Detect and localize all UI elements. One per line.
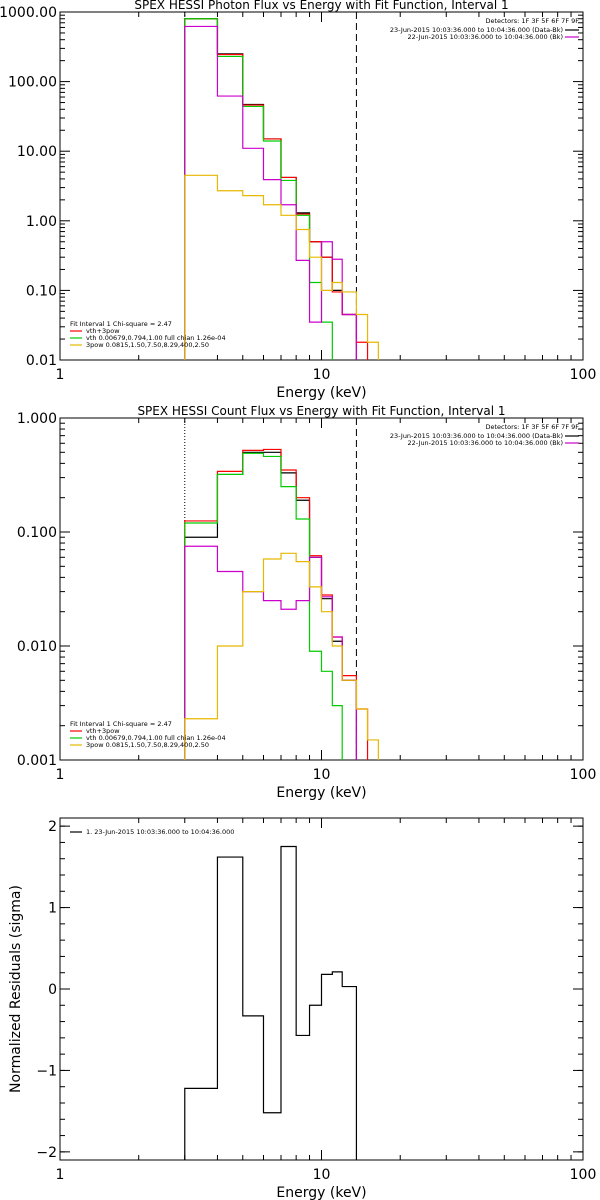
y-tick-label: 0.001 bbox=[17, 753, 57, 769]
y-tick-label: 0 bbox=[48, 982, 57, 998]
legend-entry-text: 1. 23-Jun-2015 10:03:36.000 to 10:04:36.… bbox=[86, 828, 234, 836]
chart-panel-2: SPEX HESSI Count Flux vs Energy with Fit… bbox=[17, 404, 596, 801]
y-tick-label: 1 bbox=[48, 901, 57, 917]
x-tick-label: 1 bbox=[56, 767, 65, 783]
series-line bbox=[184, 18, 369, 360]
y-tick-label: −1 bbox=[36, 1063, 57, 1079]
series-line bbox=[184, 845, 358, 1160]
legend-entry-text: 23-Jun-2015 10:03:36.000 to 10:04:36.000… bbox=[390, 432, 563, 440]
chart-title: SPEX HESSI Photon Flux vs Energy with Fi… bbox=[134, 0, 508, 12]
data-layer bbox=[184, 12, 379, 360]
y-tick-label: 0.010 bbox=[17, 639, 57, 655]
data-layer bbox=[184, 418, 379, 760]
chart-panel-1: SPEX HESSI Photon Flux vs Energy with Fi… bbox=[0, 0, 596, 401]
y-tick-label: 0.10 bbox=[26, 283, 57, 299]
legend-fit-header: Fit Interval 1 Chi-square = 2.47 bbox=[70, 320, 172, 328]
legend-entry-text: 3pow 0.0815,1.50,7.50,8.29,400,2.50 bbox=[86, 741, 209, 749]
x-tick-label: 10 bbox=[313, 767, 331, 783]
y-tick-label: 1000.00 bbox=[0, 5, 57, 21]
legend-entry-text: 3pow 0.0815,1.50,7.50,8.29,400,2.50 bbox=[86, 341, 209, 349]
series-line bbox=[184, 545, 358, 760]
x-axis-label: Energy (keV) bbox=[276, 1185, 366, 1200]
legend-entry-text: vth 0.00679,0.794,1.00 full chian 1.26e-… bbox=[86, 734, 226, 742]
y-tick-label: 1.00 bbox=[26, 214, 57, 230]
y-tick-label: 0.01 bbox=[26, 353, 57, 369]
y-tick-label: 2 bbox=[48, 819, 57, 835]
legend-entry-text: vth 0.00679,0.794,1.00 full chian 1.26e-… bbox=[86, 334, 226, 342]
y-axis-label: Normalized Residuals (sigma) bbox=[8, 885, 24, 1093]
series-line bbox=[184, 18, 333, 360]
y-tick-label: 100.00 bbox=[8, 75, 57, 91]
y-tick-label: 1.000 bbox=[17, 411, 57, 427]
x-tick-label: 100 bbox=[570, 367, 597, 383]
x-tick-label: 1 bbox=[56, 367, 65, 383]
series-line bbox=[184, 552, 379, 760]
legend-fit-header: Fit Interval 1 Chi-square = 2.47 bbox=[70, 720, 172, 728]
y-tick-label: 10.00 bbox=[17, 144, 57, 160]
series-line bbox=[184, 452, 343, 760]
x-tick-label: 1 bbox=[56, 1167, 65, 1183]
x-tick-label: 100 bbox=[570, 1167, 597, 1183]
y-tick-label: −2 bbox=[36, 1145, 57, 1161]
x-tick-label: 10 bbox=[313, 367, 331, 383]
legend-entry-text: vth+3pow bbox=[86, 327, 120, 335]
x-axis-label: Energy (keV) bbox=[276, 785, 366, 801]
legend-entry-text: vth+3pow bbox=[86, 727, 120, 735]
legend-detectors: Detectors: 1F 3F 5F 6F 7F 9F bbox=[485, 17, 579, 25]
series-line bbox=[184, 448, 369, 760]
legend-entry-text: 22-Jun-2015 10:03:36.000 to 10:04:36.000… bbox=[408, 33, 563, 41]
legend-detectors: Detectors: 1F 3F 5F 6F 7F 9F bbox=[485, 423, 579, 431]
x-tick-label: 10 bbox=[313, 1167, 331, 1183]
legend-entry-text: 22-Jun-2015 10:03:36.000 to 10:04:36.000… bbox=[408, 439, 563, 447]
series-line bbox=[184, 25, 358, 360]
y-tick-label: 0.100 bbox=[17, 525, 57, 541]
series-line bbox=[184, 174, 379, 360]
series-line bbox=[184, 451, 358, 760]
legend-entry-text: 23-Jun-2015 10:03:36.000 to 10:04:36.000… bbox=[390, 26, 563, 34]
data-layer bbox=[184, 845, 358, 1160]
x-tick-label: 100 bbox=[570, 767, 597, 783]
chart-title: SPEX HESSI Count Flux vs Energy with Fit… bbox=[137, 404, 505, 418]
x-axis-label: Energy (keV) bbox=[276, 385, 366, 401]
series-line bbox=[184, 18, 358, 360]
